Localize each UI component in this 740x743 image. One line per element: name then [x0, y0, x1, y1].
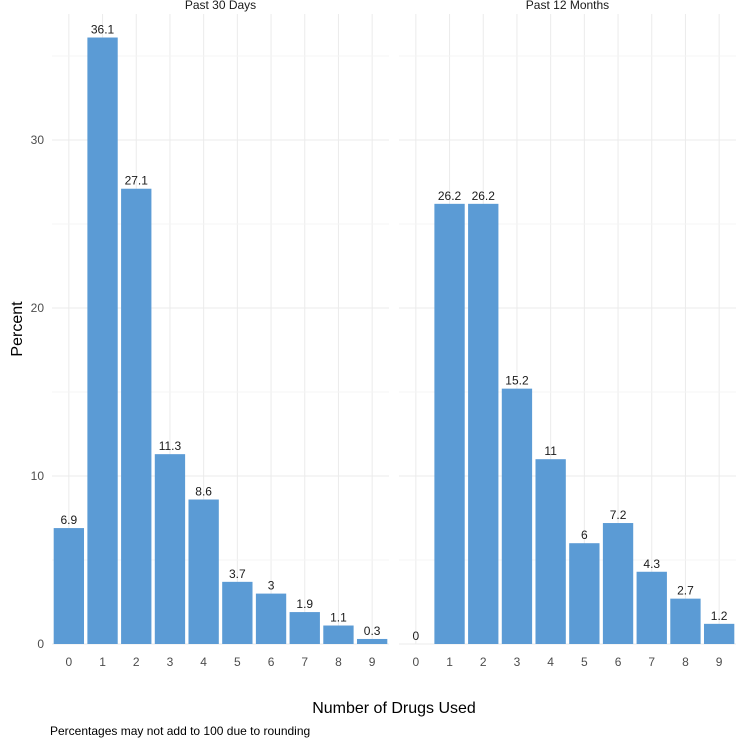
panel-title: Past 12 Months — [526, 0, 609, 12]
bar — [289, 612, 320, 644]
bar — [468, 203, 499, 644]
bar — [602, 523, 634, 644]
bar — [323, 625, 354, 644]
x-tick-label: 0 — [66, 655, 73, 669]
data-label: 4.3 — [643, 557, 660, 571]
data-label: 3 — [268, 579, 275, 593]
x-tick-label: 3 — [167, 655, 174, 669]
y-axis-title: Percent — [9, 301, 26, 357]
y-tick-label: 0 — [37, 637, 44, 651]
x-tick-label: 7 — [301, 655, 308, 669]
bar — [188, 499, 219, 644]
bars — [53, 37, 735, 644]
x-tick-label: 8 — [335, 655, 342, 669]
x-tick-label: 7 — [648, 655, 655, 669]
data-label: 6 — [581, 528, 588, 542]
data-label: 6.9 — [61, 513, 78, 527]
x-tick-label: 0 — [413, 655, 420, 669]
bar — [434, 203, 465, 644]
bar — [87, 37, 118, 644]
bar — [53, 528, 85, 644]
panel-titles: Past 30 Days Past 12 Months — [185, 0, 609, 12]
panel-title: Past 30 Days — [185, 0, 256, 12]
data-labels: 6.9 36.1 27.1 11.3 8.6 3.7 3 1.9 1.1 0.3 0 26.2 26.2… — [61, 23, 728, 643]
bar — [703, 623, 735, 644]
y-tick-label: 30 — [31, 133, 45, 147]
data-label: 7.2 — [610, 508, 627, 522]
data-label: 1.1 — [330, 611, 347, 625]
data-label: 26.2 — [472, 189, 496, 203]
x-tick-labels: 0 1 2 3 4 5 6 7 8 9 0 1 2 3 4 5 6 7 8 9 — [66, 655, 723, 669]
data-label: 2.7 — [677, 584, 694, 598]
data-label: 27.1 — [125, 174, 149, 188]
bar — [356, 638, 388, 644]
x-tick-label: 5 — [581, 655, 588, 669]
data-label: 0.3 — [364, 624, 381, 638]
data-label: 1.2 — [711, 609, 728, 623]
x-tick-label: 9 — [369, 655, 376, 669]
data-label: 26.2 — [438, 189, 462, 203]
x-tick-label: 5 — [234, 655, 241, 669]
x-tick-label: 6 — [268, 655, 275, 669]
x-tick-label: 1 — [99, 655, 106, 669]
x-tick-label: 6 — [615, 655, 622, 669]
bar — [569, 543, 600, 644]
x-tick-label: 1 — [446, 655, 453, 669]
data-label: 11 — [544, 444, 557, 458]
data-label: 15.2 — [505, 374, 529, 388]
x-tick-label: 4 — [200, 655, 207, 669]
data-label: 1.9 — [296, 597, 313, 611]
x-tick-label: 3 — [514, 655, 521, 669]
x-tick-label: 4 — [547, 655, 554, 669]
caption: Percentages may not add to 100 due to ro… — [50, 724, 310, 738]
bar — [255, 593, 287, 644]
data-label: 11.3 — [159, 439, 182, 453]
x-axis-title: Number of Drugs Used — [312, 700, 476, 717]
data-label: 36.1 — [91, 23, 115, 37]
bar — [154, 454, 186, 644]
bar — [535, 459, 566, 644]
x-tick-label: 2 — [133, 655, 140, 669]
gridlines — [52, 14, 736, 645]
data-label: 8.6 — [195, 485, 212, 499]
bar — [121, 188, 152, 644]
y-tick-label: 20 — [31, 301, 45, 315]
y-tick-labels: 0 10 20 30 — [31, 133, 45, 651]
y-tick-label: 10 — [31, 469, 45, 483]
x-tick-label: 9 — [716, 655, 723, 669]
x-tick-label: 2 — [480, 655, 487, 669]
data-label: 3.7 — [229, 567, 246, 581]
bar — [636, 571, 667, 644]
data-label: 0 — [413, 629, 420, 643]
bar — [501, 388, 533, 644]
x-tick-label: 8 — [682, 655, 689, 669]
bar — [670, 598, 701, 644]
bar — [222, 581, 253, 644]
